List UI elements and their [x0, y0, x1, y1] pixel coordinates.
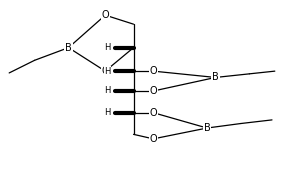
Text: O: O [101, 66, 109, 76]
Text: O: O [149, 66, 157, 76]
Text: H: H [105, 86, 111, 96]
Text: H: H [105, 43, 111, 52]
Text: H: H [105, 108, 111, 117]
Text: B: B [204, 123, 210, 133]
Text: B: B [65, 43, 72, 53]
Text: O: O [149, 108, 157, 118]
Text: O: O [149, 134, 157, 144]
Text: H: H [105, 67, 111, 76]
Text: B: B [212, 72, 219, 82]
Text: O: O [101, 10, 109, 20]
Text: O: O [149, 86, 157, 96]
